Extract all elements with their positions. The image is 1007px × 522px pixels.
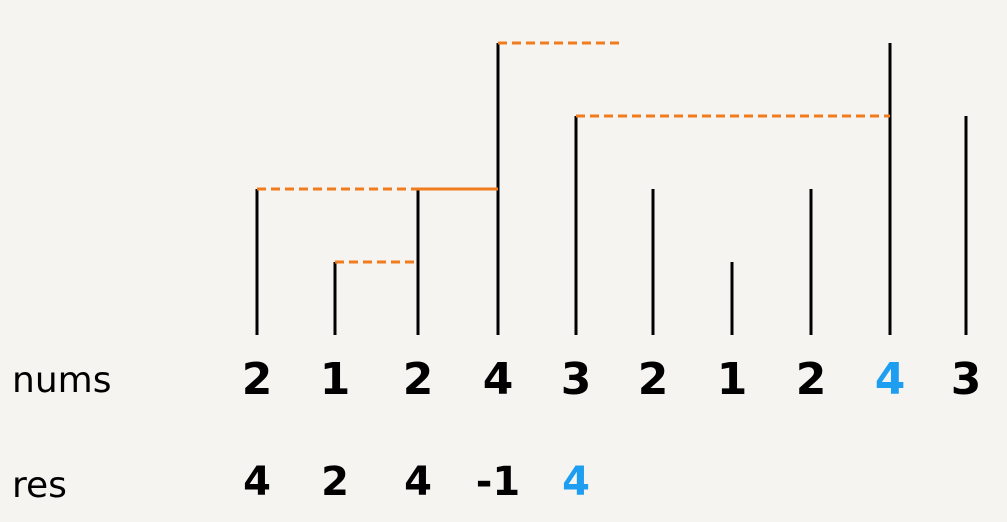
nums-value-9: 3 — [950, 354, 982, 405]
nums-value-4: 3 — [560, 354, 592, 405]
nums-value-7: 2 — [795, 354, 827, 405]
nums-value-8: 4 — [874, 354, 906, 405]
nums-value-5: 2 — [637, 354, 669, 405]
nums-row-label: nums — [12, 360, 112, 401]
res-value-0: 4 — [243, 459, 271, 505]
res-value-3: -1 — [475, 459, 521, 505]
res-value-4: 4 — [562, 459, 590, 505]
res-value-1: 2 — [321, 459, 349, 505]
res-row-label: res — [12, 465, 67, 506]
res-value-2: 4 — [404, 459, 432, 505]
nums-value-6: 1 — [716, 354, 748, 405]
nums-value-1: 1 — [319, 354, 351, 405]
nums-value-0: 2 — [241, 354, 273, 405]
nums-value-2: 2 — [402, 354, 434, 405]
nums-value-3: 4 — [482, 354, 514, 405]
